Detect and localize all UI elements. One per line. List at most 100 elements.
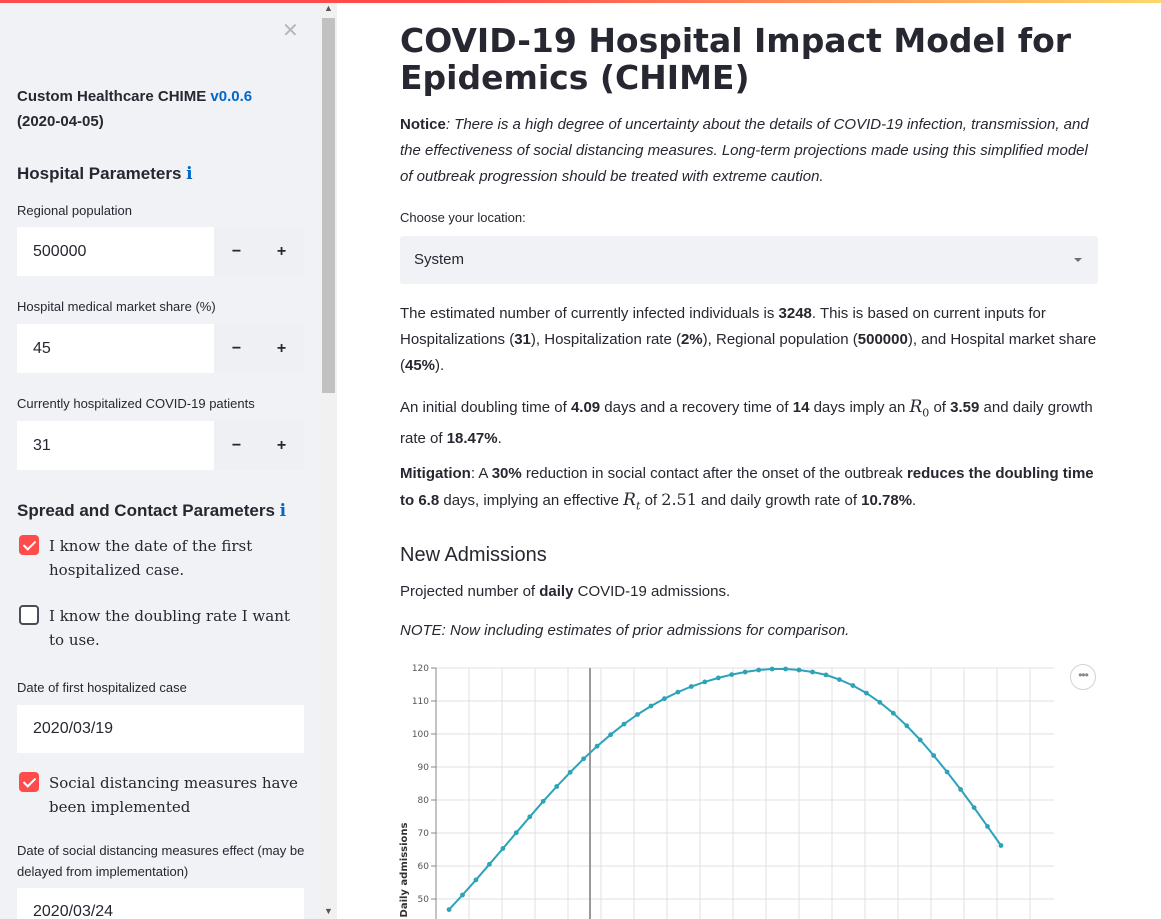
text: days, implying an effective — [439, 492, 624, 509]
data-point — [540, 798, 546, 804]
text: . This is based on current inputs for Ho… — [400, 305, 1046, 348]
first-case-checkbox-label: I know the date of the first hospitalize… — [49, 537, 253, 579]
chevron-down-icon[interactable] — [1074, 258, 1082, 262]
increment-button[interactable]: + — [276, 243, 287, 260]
doubling-rate-checkbox[interactable]: I know the doubling rate I want to use. — [19, 604, 309, 652]
rt-symbol: Rt — [623, 490, 640, 512]
hospitalized-input: 31 − + — [17, 421, 304, 470]
doubling-rate-checkbox-label: I know the doubling rate I want to use. — [49, 607, 290, 649]
admissions-chart[interactable]: 50 60 70 80 90 100 110 120 Daily admissions — [397, 660, 1097, 919]
new-admissions-header: New Admissions — [400, 544, 547, 566]
data-point — [742, 669, 748, 675]
text: ). — [435, 357, 445, 374]
r0-value: 3.59 — [950, 399, 980, 416]
data-point — [769, 666, 775, 672]
data-point — [904, 723, 910, 729]
text: and daily growth rate of — [400, 399, 1093, 448]
regional-population-label: Regional population — [17, 203, 132, 218]
app-name: Custom Healthcare CHIME — [17, 88, 207, 105]
y-tick-label: 100 — [412, 730, 429, 740]
text: . — [497, 430, 502, 448]
market-share-label: Hospital medical market share (%) — [17, 299, 216, 314]
r0-symbol: R0 — [909, 397, 929, 419]
text: : A — [470, 465, 492, 482]
sidebar-scrollbar[interactable]: ▲ ▼ — [320, 0, 337, 919]
decrement-button[interactable]: − — [231, 437, 242, 454]
y-tick-label: 50 — [418, 895, 430, 905]
data-point — [783, 666, 788, 672]
data-point — [446, 907, 452, 912]
sidebar: ✕ Custom Healthcare CHIME v0.0.6 (2020-0… — [0, 0, 337, 919]
hospital-parameters-title: Hospital Parameters — [17, 164, 182, 183]
data-point — [621, 721, 627, 727]
more-options-icon[interactable]: ••• — [1070, 664, 1096, 690]
text: COVID-19 admissions. — [573, 583, 731, 600]
scroll-down-icon[interactable]: ▼ — [324, 906, 333, 916]
data-point — [635, 712, 640, 717]
y-tick-label: 70 — [418, 829, 430, 839]
data-point — [715, 675, 721, 681]
data-point — [500, 846, 506, 851]
data-point — [985, 824, 990, 829]
checkbox-checked-icon[interactable] — [19, 535, 39, 555]
data-point — [513, 830, 519, 836]
rt-value: 2.51 — [661, 490, 697, 509]
distancing-date-input[interactable]: 2020/03/24 — [17, 888, 304, 919]
hospitalized-label: Currently hospitalized COVID-19 patients — [17, 396, 255, 411]
info-icon[interactable]: i — [186, 164, 193, 184]
increment-button[interactable]: + — [276, 437, 287, 454]
top-decoration-bar — [0, 0, 1161, 3]
app-version-link[interactable]: v0.0.6 — [210, 88, 253, 105]
reduction-value: 30% — [491, 465, 522, 482]
market-share-input: 45 − + — [17, 324, 304, 373]
growth-rate-value: 18.47% — [446, 430, 498, 448]
hospitalization-rate-value: 2% — [680, 331, 703, 348]
admissions-points — [446, 666, 1004, 912]
text: ), Regional population ( — [702, 331, 858, 348]
y-tick-label: 120 — [412, 664, 429, 674]
checkbox-unchecked-icon[interactable] — [19, 605, 39, 625]
text: ), and Hospital market share ( — [400, 331, 1097, 374]
scrollbar-thumb[interactable] — [322, 18, 335, 393]
regional-population-input: 500000 − + — [17, 227, 304, 276]
market-share-value: 45% — [405, 357, 436, 374]
recovery-time-value: 14 — [792, 399, 810, 416]
info-icon[interactable]: i — [279, 501, 287, 521]
data-point — [460, 892, 465, 898]
hospitalizations-value: 31 — [514, 331, 531, 348]
scroll-up-icon[interactable]: ▲ — [324, 3, 333, 13]
social-distancing-checkbox[interactable]: Social distancing measures have been imp… — [19, 771, 309, 819]
doubling-time-bold: reduces the doubling time to 6.8 — [400, 465, 1094, 509]
data-point — [890, 710, 896, 716]
data-point — [473, 877, 479, 883]
data-point — [554, 784, 560, 789]
checkbox-checked-icon[interactable] — [19, 772, 39, 792]
text: Projected number of — [400, 583, 540, 600]
data-point — [608, 732, 613, 738]
increment-button[interactable]: + — [276, 340, 287, 357]
regional-population-value[interactable]: 500000 — [33, 243, 87, 260]
social-distancing-checkbox-label: Social distancing measures have been imp… — [49, 774, 298, 816]
distancing-date-label: Date of social distancing measures effec… — [17, 843, 305, 879]
data-point — [662, 696, 667, 702]
text: of — [640, 492, 662, 509]
spread-parameters-title: Spread and Contact Parameters — [17, 501, 275, 520]
location-select[interactable]: System — [400, 236, 1098, 284]
text: days and a recovery time of — [600, 399, 793, 416]
first-case-date-input[interactable]: 2020/03/19 — [17, 705, 304, 753]
first-case-checkbox[interactable]: I know the date of the first hospitalize… — [19, 534, 309, 582]
app-date: (2020-04-05) — [17, 113, 104, 130]
close-sidebar-icon[interactable]: ✕ — [282, 18, 299, 42]
infected-paragraph: The estimated number of currently infect… — [400, 301, 1100, 379]
hospitalized-value[interactable]: 31 — [33, 437, 51, 454]
spread-parameters-header: Spread and Contact Parameters i — [17, 501, 286, 521]
infected-count: 3248 — [778, 305, 812, 322]
market-share-value[interactable]: 45 — [33, 340, 51, 357]
decrement-button[interactable]: − — [231, 340, 242, 357]
decrement-button[interactable]: − — [231, 243, 242, 260]
first-case-date-label: Date of first hospitalized case — [17, 680, 187, 695]
data-point — [931, 753, 937, 758]
y-tick-label: 110 — [412, 697, 429, 707]
data-point — [944, 769, 950, 775]
doubling-paragraph: An initial doubling time of 4.09 days an… — [400, 394, 1100, 452]
